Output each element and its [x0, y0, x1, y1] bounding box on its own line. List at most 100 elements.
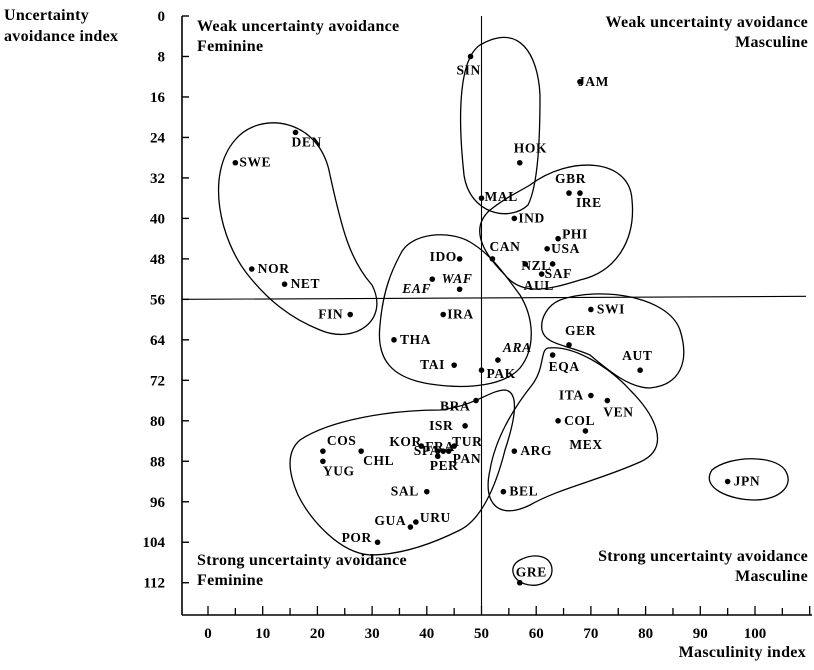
point-label: EQA	[549, 359, 580, 374]
point-marker	[582, 428, 589, 434]
point-marker	[588, 306, 594, 313]
point-label: USA	[551, 241, 580, 256]
data-point-gbr: GBR	[555, 171, 586, 196]
data-point-nzl: NZL	[521, 258, 550, 273]
data-point-per: PER	[430, 453, 458, 473]
x-tick-label: 40	[419, 626, 434, 642]
data-point-tha: THA	[391, 332, 430, 347]
point-marker	[588, 392, 594, 399]
x-tick-label: 30	[365, 626, 380, 642]
quadrant-text: Feminine	[197, 572, 264, 589]
cluster-germanic	[541, 293, 685, 389]
point-marker	[577, 78, 583, 85]
point-label: COL	[564, 413, 595, 428]
x-tick-label: 90	[693, 626, 708, 642]
point-label: WAF	[442, 271, 473, 286]
quadrant-text: Masculine	[735, 568, 808, 585]
cluster-asia-africa	[378, 234, 532, 388]
point-marker	[500, 488, 507, 495]
point-marker	[451, 443, 457, 449]
y-tick-label: 0	[158, 9, 166, 25]
point-marker	[511, 215, 518, 222]
ticks: 0 8 16 24 32 40 48 56 64 72 80 88 96 104 112 0 10 20 30 40 5…	[143, 9, 811, 642]
data-point-ire: IRE	[576, 190, 602, 210]
x-tick-label: 60	[529, 626, 544, 642]
y-tick-label: 96	[150, 495, 166, 511]
x-tick-label: 20	[310, 626, 325, 642]
point-marker	[451, 362, 457, 368]
point-marker	[555, 418, 561, 424]
axes	[181, 16, 812, 616]
data-point-ven: VEN	[603, 397, 633, 420]
point-label: SIN	[457, 62, 481, 77]
x-axis-title: Masculinity index	[678, 644, 806, 661]
point-label: GRE	[516, 565, 547, 580]
point-marker	[347, 311, 354, 318]
point-label: IRE	[576, 195, 602, 210]
data-point-fin: FIN	[318, 307, 354, 322]
data-point-pan: PAN	[445, 448, 481, 466]
point-label: YUG	[323, 463, 355, 478]
point-label: PHI	[562, 227, 588, 242]
quadrant-text: Feminine	[197, 38, 264, 55]
x-tick-label: 10	[255, 626, 270, 642]
cluster-anglo	[479, 164, 634, 290]
data-point-nor: NOR	[248, 261, 289, 276]
point-label: POR	[342, 530, 372, 545]
data-point-ara: ARA	[495, 340, 531, 363]
point-marker	[418, 443, 425, 449]
data-point-usa: USA	[544, 241, 580, 256]
data-point-jam: JAM	[577, 74, 609, 89]
quadrant-text: Strong uncertainty avoidance	[197, 552, 407, 569]
data-point-mal: MAL	[478, 189, 518, 204]
point-label: CHL	[363, 453, 394, 468]
data-point-sal: SAL	[391, 484, 430, 499]
point-label: JAM	[578, 74, 609, 89]
data-point-aut: AUT	[622, 348, 652, 374]
point-marker	[248, 266, 255, 272]
point-marker	[374, 539, 381, 546]
point-label: GBR	[555, 171, 586, 186]
y-tick-label: 16	[150, 90, 166, 106]
x-tick-label: 50	[474, 626, 489, 642]
data-point-chl: CHL	[358, 448, 394, 468]
point-marker	[544, 245, 550, 252]
point-label: SPA	[414, 443, 440, 458]
point-label: TAI	[420, 357, 445, 372]
point-label: KOR	[389, 434, 422, 449]
point-marker	[434, 448, 441, 454]
quadrant-text: Strong uncertainty avoidance	[598, 548, 808, 565]
y-tick-label: 88	[150, 454, 165, 470]
point-label: CAN	[489, 239, 520, 254]
data-point-ita: ITA	[559, 388, 594, 403]
point-label: VEN	[603, 405, 633, 420]
point-label: TUR	[452, 434, 482, 449]
point-marker	[232, 159, 239, 166]
data-point-gua: GUA	[374, 513, 414, 530]
data-point-mex: MEX	[569, 428, 602, 452]
data-point-isr: ISR	[429, 418, 468, 433]
point-label: MAL	[485, 189, 518, 204]
point-label: MEX	[569, 437, 602, 452]
data-point-ind: IND	[511, 210, 544, 225]
cluster-outlines	[217, 36, 789, 586]
point-label: BEL	[509, 484, 538, 499]
quadrant-text: Masculine	[735, 34, 808, 51]
point-marker	[538, 271, 545, 277]
point-marker	[549, 352, 556, 358]
point-label: COS	[327, 433, 357, 448]
point-marker	[516, 579, 523, 586]
point-label: SWI	[597, 301, 625, 316]
point-marker	[440, 448, 447, 454]
point-label: AUT	[622, 348, 652, 363]
y-tick-label: 64	[150, 333, 166, 349]
y-tick-label: 40	[150, 211, 165, 227]
data-point-bel: BEL	[500, 484, 538, 499]
point-marker	[429, 276, 436, 282]
y-tick-label: 112	[143, 576, 165, 592]
y-tick-label: 104	[143, 535, 166, 551]
point-label: HOK	[514, 141, 547, 156]
point-marker	[456, 256, 463, 262]
data-point-cos: COS	[320, 433, 356, 454]
